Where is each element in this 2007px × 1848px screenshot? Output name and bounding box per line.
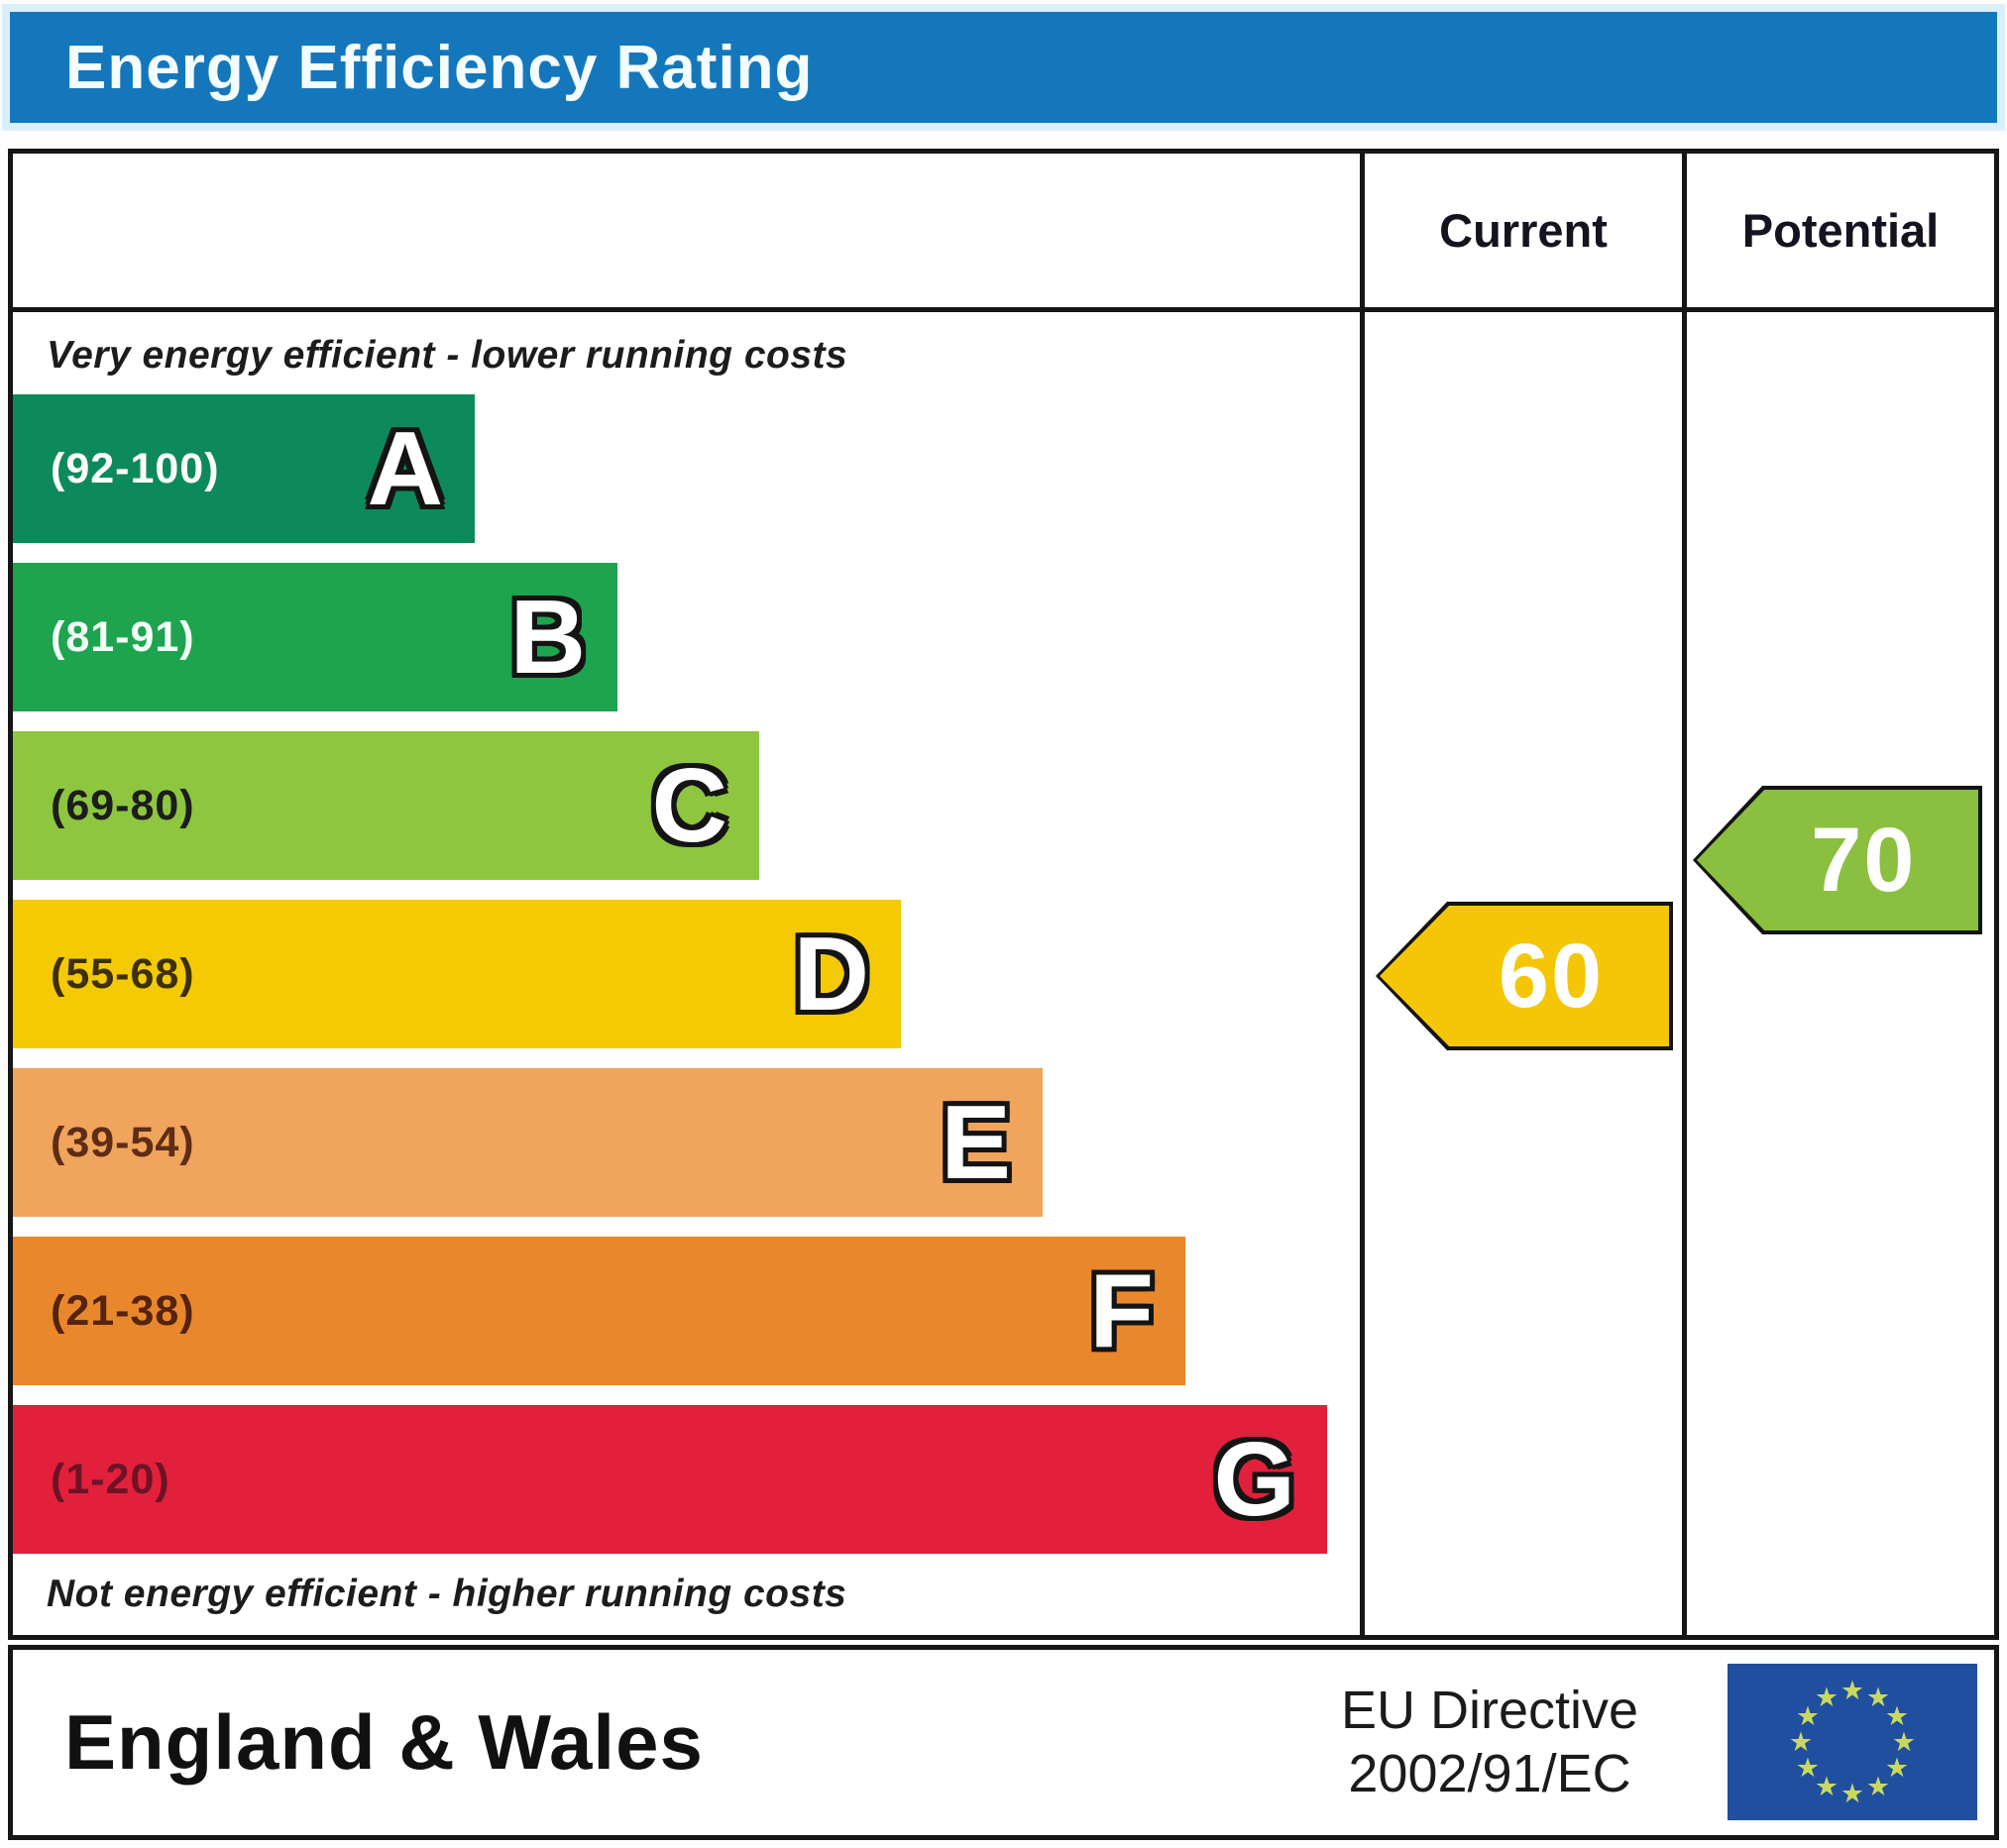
- band-g-range: (1-20): [51, 1455, 170, 1503]
- eu-directive-line2: 2002/91/EC: [1348, 1743, 1631, 1803]
- title-bar: Energy Efficiency Rating: [10, 12, 1997, 123]
- band-f-letter: F: [1089, 1252, 1154, 1369]
- page-title: Energy Efficiency Rating: [65, 33, 814, 102]
- current-rating-value: 60: [1498, 924, 1605, 1027]
- svg-text:★: ★: [1789, 1727, 1813, 1758]
- rating-bands: (92-100) A (81-91) B (69-80) C (55-68) D…: [13, 394, 1360, 1574]
- svg-text:★: ★: [1815, 1772, 1839, 1802]
- svg-text:★: ★: [1866, 1772, 1890, 1802]
- band-g-letter: G: [1213, 1421, 1295, 1538]
- rating-table: Current Potential Very energy efficient …: [8, 149, 1999, 1640]
- very-efficient-note: Very energy efficient - lower running co…: [47, 334, 848, 377]
- band-c: (69-80) C: [13, 731, 759, 880]
- footer-bar: England & Wales EU Directive 2002/91/EC …: [8, 1645, 1999, 1840]
- svg-text:★: ★: [1815, 1683, 1839, 1713]
- not-efficient-note: Not energy efficient - higher running co…: [47, 1573, 847, 1615]
- svg-text:★: ★: [1796, 1701, 1820, 1732]
- band-d-letter: D: [793, 916, 869, 1033]
- band-e: (39-54) E: [13, 1068, 1043, 1217]
- current-column-header: Current: [1439, 204, 1608, 257]
- region-label: England & Wales: [64, 1698, 704, 1786]
- band-e-range: (39-54): [51, 1118, 195, 1166]
- potential-column-divider: [1682, 154, 1687, 1635]
- svg-text:★: ★: [1885, 1701, 1909, 1732]
- band-f-range: (21-38): [51, 1286, 195, 1335]
- potential-rating-value: 70: [1811, 809, 1917, 911]
- svg-text:★: ★: [1866, 1683, 1890, 1713]
- svg-text:★: ★: [1885, 1753, 1909, 1784]
- table-header-row: Current Potential: [13, 154, 1994, 312]
- band-c-range: (69-80): [51, 781, 195, 829]
- current-rating-arrow: 60: [1376, 902, 1673, 1050]
- eu-directive-label: EU Directive 2002/91/EC: [1267, 1650, 1713, 1835]
- band-a-letter: A: [367, 410, 443, 527]
- svg-text:★: ★: [1840, 1676, 1864, 1706]
- eu-flag-icon: ★ ★ ★ ★ ★ ★ ★ ★ ★ ★ ★ ★: [1728, 1664, 1977, 1820]
- eu-directive-line1: EU Directive: [1340, 1680, 1639, 1740]
- band-e-letter: E: [941, 1084, 1011, 1201]
- band-b: (81-91) B: [13, 563, 617, 711]
- band-a: (92-100) A: [13, 394, 475, 543]
- band-c-letter: C: [651, 747, 727, 864]
- band-d-range: (55-68): [51, 949, 195, 998]
- potential-rating-arrow: 70: [1693, 786, 1982, 934]
- svg-text:★: ★: [1796, 1753, 1820, 1784]
- band-b-range: (81-91): [51, 612, 195, 661]
- svg-text:★: ★: [1892, 1727, 1916, 1758]
- band-g: (1-20) G: [13, 1405, 1327, 1554]
- band-f: (21-38) F: [13, 1237, 1185, 1385]
- band-d: (55-68) D: [13, 900, 901, 1048]
- band-a-range: (92-100): [51, 444, 220, 492]
- potential-arrow-body: 70: [1697, 790, 1978, 930]
- potential-column-header: Potential: [1741, 204, 1940, 257]
- band-b-letter: B: [509, 579, 586, 696]
- current-arrow-body: 60: [1380, 906, 1669, 1046]
- svg-text:★: ★: [1840, 1779, 1864, 1809]
- current-column-divider: [1360, 154, 1365, 1635]
